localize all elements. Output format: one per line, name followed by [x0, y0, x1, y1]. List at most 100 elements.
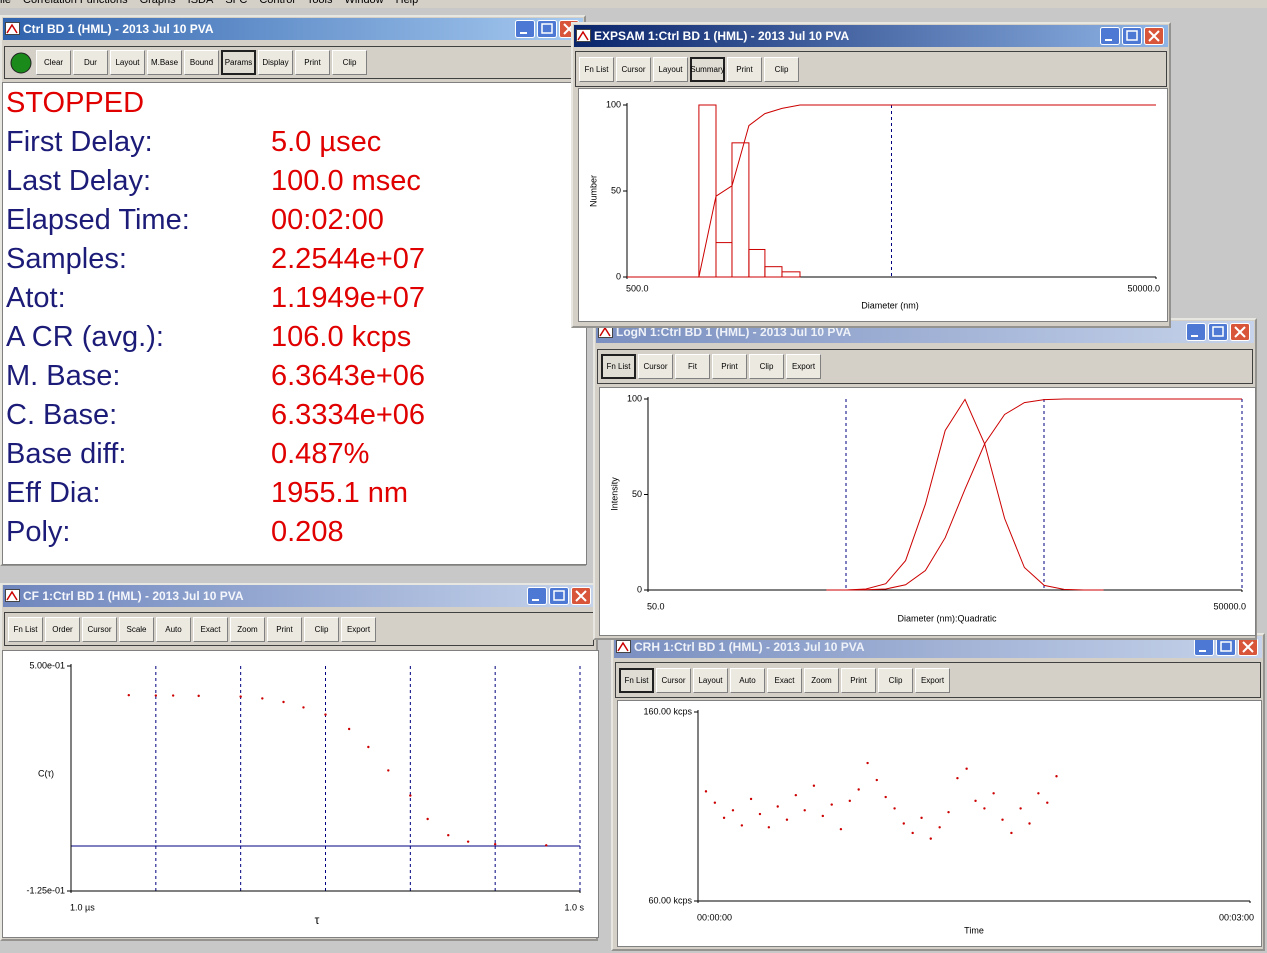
menu-item[interactable]: Window [345, 0, 384, 8]
param-label: Last Delay: [6, 167, 151, 196]
data-point [705, 790, 707, 792]
menu-item[interactable]: Correlation Functions [23, 0, 128, 8]
menu-item[interactable]: ile [0, 0, 11, 8]
toolbar-button[interactable]: Export [915, 668, 950, 693]
window-close-button[interactable] [571, 587, 591, 605]
data-point [947, 811, 949, 813]
data-point [1001, 819, 1003, 821]
toolbar-button[interactable]: Export [786, 354, 821, 379]
toolbar-button[interactable]: Fit [675, 354, 710, 379]
data-point [750, 798, 752, 800]
button-face [516, 21, 535, 38]
toolbar-button[interactable]: Cursor [638, 354, 673, 379]
button-face [550, 588, 569, 605]
button-face [1187, 324, 1206, 341]
toolbar-button[interactable]: Display [258, 50, 293, 75]
window-max-button[interactable] [1216, 638, 1236, 656]
window-icon [5, 22, 21, 36]
menu-item[interactable]: Control [259, 0, 294, 8]
glyph [520, 32, 527, 34]
y-axis-label: Intensity [609, 477, 619, 511]
window-close-button[interactable] [1144, 27, 1164, 45]
window-min-button[interactable] [1100, 27, 1120, 45]
button-face [1123, 28, 1142, 45]
menu-item[interactable]: ISDA [188, 0, 214, 8]
toolbar-button[interactable]: Auto [730, 668, 765, 693]
toolbar-button[interactable]: Exact [193, 617, 228, 642]
toolbar-button[interactable]: Clip [304, 617, 339, 642]
data-point [197, 695, 199, 697]
toolbar-button[interactable]: Print [841, 668, 876, 693]
param-label: Samples: [6, 245, 127, 274]
toolbar-button[interactable]: Cursor [616, 57, 651, 82]
toolbar-button[interactable]: Print [727, 57, 762, 82]
data-point [387, 769, 389, 771]
toolbar-button[interactable]: Fn List [579, 57, 614, 82]
toolbar-button[interactable]: Clip [764, 57, 799, 82]
toolbar-button[interactable]: Exact [767, 668, 802, 693]
run-indicator[interactable] [8, 50, 34, 76]
toolbar-button[interactable]: Scale [119, 617, 154, 642]
window-min-button[interactable] [515, 20, 535, 38]
menu-item[interactable]: SFC [225, 0, 247, 8]
window-close-button[interactable] [1238, 638, 1258, 656]
toolbar-button[interactable]: Zoom [804, 668, 839, 693]
x-tick-label: 1.0 µs [70, 902, 95, 912]
toolbar-button[interactable]: M.Base [147, 50, 182, 75]
toolbar-button[interactable]: Layout [653, 57, 688, 82]
window-min-button[interactable] [527, 587, 547, 605]
menu-item[interactable]: Tools [307, 0, 333, 8]
data-point [155, 694, 157, 696]
window-max-button[interactable] [537, 20, 557, 38]
data-point [348, 728, 350, 730]
toolbar-button[interactable]: Order [45, 617, 80, 642]
window-max-button[interactable] [1208, 323, 1228, 341]
toolbar-button[interactable]: Clip [332, 50, 367, 75]
toolbar-button[interactable]: Fn List [8, 617, 43, 642]
toolbar-button[interactable]: Params [221, 50, 256, 75]
data-point [1028, 822, 1030, 824]
plot: 050100500.050000.0Diameter (nm)Number [579, 89, 1168, 322]
param-label: Base diff: [6, 440, 126, 469]
toolbar-button[interactable]: Print [712, 354, 747, 379]
button-face [1101, 28, 1120, 45]
toolbar-button[interactable]: Print [295, 50, 330, 75]
window-min-button[interactable] [1194, 638, 1214, 656]
toolbar-button[interactable]: Clear [36, 50, 71, 75]
data-point [938, 826, 940, 828]
toolbar-button[interactable]: Fn List [601, 354, 636, 379]
window: Ctrl BD 1 (HML) - 2013 Jul 10 PVA ClearDu… [0, 15, 586, 566]
toolbar-button[interactable]: Export [341, 617, 376, 642]
toolbar-button[interactable]: Layout [693, 668, 728, 693]
window-icon [5, 589, 21, 603]
data-point [1010, 832, 1012, 834]
window-min-button[interactable] [1186, 323, 1206, 341]
menu-item[interactable]: Help [396, 0, 419, 8]
window-title: EXPSAM 1:Ctrl BD 1 (HML) - 2013 Jul 10 P… [594, 29, 849, 43]
toolbar-button[interactable]: Print [267, 617, 302, 642]
toolbar-button[interactable]: Auto [156, 617, 191, 642]
toolbar-button[interactable]: Layout [110, 50, 145, 75]
toolbar-button[interactable]: Cursor [656, 668, 691, 693]
toolbar-button[interactable]: Clip [878, 668, 913, 693]
window-close-button[interactable] [1230, 323, 1250, 341]
data-point [866, 762, 868, 764]
toolbar-button[interactable]: Cursor [82, 617, 117, 642]
window-max-button[interactable] [1122, 27, 1142, 45]
window: CF 1:Ctrl BD 1 (HML) - 2013 Jul 10 PVAFn… [0, 583, 598, 941]
data-point [804, 809, 806, 811]
x-axis-label: Time [964, 925, 984, 935]
histogram-bar [699, 105, 716, 277]
menu-item[interactable]: Graphs [140, 0, 176, 8]
toolbar-button[interactable]: Zoom [230, 617, 265, 642]
toolbar-button[interactable]: Summary [690, 57, 725, 82]
param-value: 0.487% [271, 440, 369, 469]
toolbar-button[interactable]: Dur [73, 50, 108, 75]
toolbar-button[interactable]: Bound [184, 50, 219, 75]
toolbar-button[interactable]: Clip [749, 354, 784, 379]
data-point [1019, 807, 1021, 809]
window-max-button[interactable] [549, 587, 569, 605]
glyph [1191, 335, 1198, 337]
toolbar-button[interactable]: Fn List [619, 668, 654, 693]
window-title: Ctrl BD 1 (HML) - 2013 Jul 10 PVA [23, 22, 214, 36]
